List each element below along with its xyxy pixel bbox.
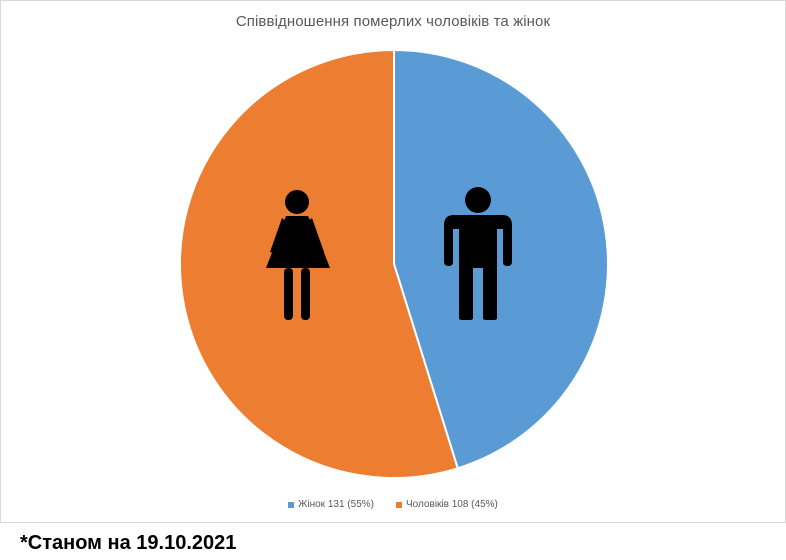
legend-label-men: Чоловіків 108 (45%) <box>405 499 498 510</box>
legend-label-women: Жінок 131 (55%) <box>298 499 374 510</box>
legend-item-men: Чоловіків 108 (45%) <box>395 499 498 510</box>
chart-title: Співвідношення померлих чоловіків та жін… <box>235 13 551 30</box>
legend-item-women: Жінок 131 (55%) <box>288 499 374 510</box>
female-figure-icon <box>266 190 330 320</box>
date-footnote: *Станом на 19.10.2021 <box>20 532 237 554</box>
male-figure-icon <box>444 187 512 320</box>
pie-chart <box>179 48 609 479</box>
pie-slice-men <box>393 48 609 470</box>
legend-swatch-blue <box>288 501 295 508</box>
legend-swatch-orange <box>395 501 402 508</box>
legend: Жінок 131 (55%) Чоловіків 108 (45%) <box>0 499 786 510</box>
